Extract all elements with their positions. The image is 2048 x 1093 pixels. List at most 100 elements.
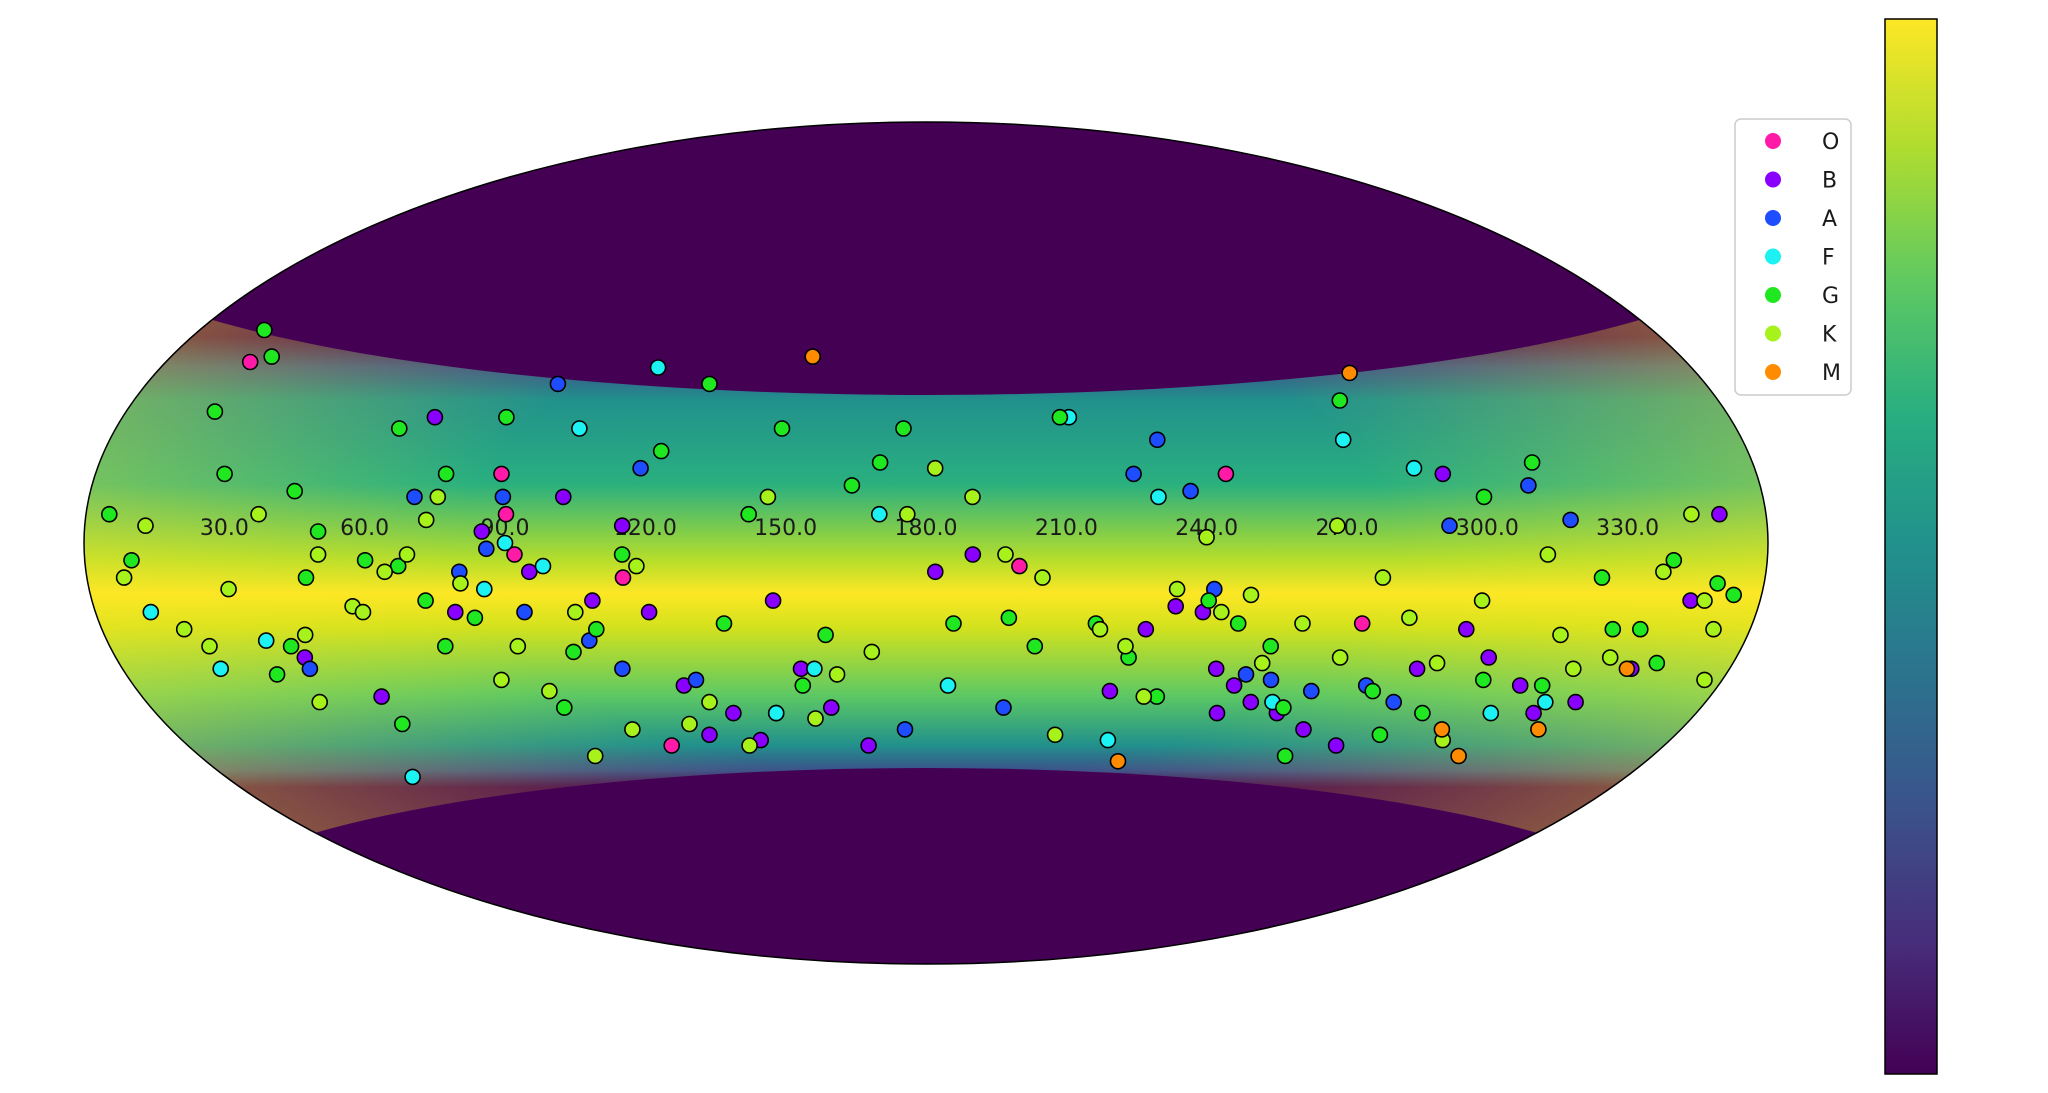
point-k — [1046, 726, 1064, 744]
point-g — [740, 505, 758, 523]
point-a — [1441, 517, 1458, 535]
point-b — [1480, 649, 1497, 666]
legend-marker-k — [1765, 325, 1781, 342]
point-k — [863, 643, 881, 661]
x-tick-label: 300.0 — [1456, 516, 1519, 541]
point-m — [1433, 721, 1451, 738]
point-b — [473, 523, 491, 540]
point-k — [741, 737, 758, 754]
point-k — [509, 637, 527, 655]
point-a — [1303, 682, 1320, 700]
point-g — [1229, 615, 1247, 632]
point-g — [701, 375, 718, 393]
point-k — [828, 666, 846, 683]
point-k — [398, 546, 416, 563]
point-g — [437, 465, 455, 483]
point-k — [807, 710, 824, 727]
point-k — [964, 488, 981, 506]
legend-marker-g — [1765, 287, 1781, 303]
legend-label-k: K — [1822, 323, 1837, 348]
legend-label-b: B — [1822, 169, 1837, 194]
point-k — [1294, 615, 1311, 632]
point-k — [376, 563, 394, 581]
point-k — [759, 488, 777, 506]
point-f — [939, 677, 957, 694]
point-k — [309, 546, 327, 563]
point-k — [701, 693, 718, 711]
point-b — [926, 563, 944, 581]
point-g — [773, 420, 791, 437]
point-f — [1482, 704, 1500, 722]
point-k — [137, 517, 154, 535]
point-k — [1117, 637, 1134, 655]
point-b — [520, 563, 538, 581]
point-f — [142, 603, 160, 621]
point-o — [663, 737, 681, 754]
point-a — [1262, 671, 1280, 689]
point-k — [681, 715, 698, 733]
point-b — [613, 517, 631, 535]
point-b — [1208, 704, 1226, 722]
point-k — [1401, 609, 1418, 627]
point-g — [1364, 682, 1381, 700]
point-g — [555, 699, 573, 716]
point-b — [725, 704, 742, 722]
point-b — [1137, 620, 1155, 638]
point-b — [1525, 704, 1542, 722]
point-k — [541, 682, 558, 700]
point-f — [475, 580, 493, 598]
point-b — [1434, 465, 1452, 483]
point-a — [1125, 465, 1142, 483]
legend-frame — [1734, 118, 1852, 396]
point-m — [804, 348, 822, 365]
point-k — [1374, 569, 1392, 586]
legend-label-f: F — [1822, 246, 1835, 271]
point-f — [806, 660, 823, 678]
point-k — [1683, 505, 1700, 523]
point-g — [1475, 488, 1493, 506]
point-k — [898, 505, 916, 523]
legend-marker-o — [1765, 133, 1781, 149]
point-o — [1011, 557, 1028, 575]
point-b — [964, 546, 982, 563]
point-k — [1331, 649, 1349, 666]
point-a — [1562, 511, 1579, 529]
point-k — [1091, 620, 1109, 638]
point-g — [1648, 654, 1666, 672]
point-a — [1237, 666, 1255, 683]
point-g — [1593, 569, 1611, 586]
point-b — [1408, 660, 1426, 678]
point-g — [1275, 699, 1292, 716]
point-b — [1207, 660, 1225, 678]
point-f — [212, 660, 229, 678]
legend-label-a: A — [1822, 207, 1837, 232]
point-k — [624, 721, 641, 738]
point-o — [1217, 465, 1235, 483]
point-a — [301, 660, 319, 678]
point-k — [1539, 546, 1557, 563]
point-g — [1604, 620, 1622, 638]
point-g — [390, 420, 408, 437]
point-o — [497, 505, 515, 523]
point-g — [466, 609, 484, 627]
point-o — [614, 569, 632, 586]
point-a — [614, 660, 631, 678]
point-g — [843, 477, 861, 494]
point-g — [417, 592, 434, 609]
point-f — [496, 534, 514, 552]
point-g — [297, 569, 315, 586]
point-k — [1242, 586, 1260, 604]
point-a — [1520, 477, 1537, 494]
point-k — [1705, 620, 1722, 638]
point-a — [632, 459, 649, 477]
point-g — [356, 551, 374, 569]
point-k — [997, 546, 1014, 563]
point-g — [1475, 671, 1492, 689]
point-a — [516, 603, 533, 621]
point-b — [1101, 682, 1119, 700]
point-k — [1329, 517, 1346, 535]
point-k — [926, 459, 944, 477]
point-g — [1725, 586, 1742, 604]
point-k — [566, 603, 584, 621]
point-k — [250, 505, 267, 523]
